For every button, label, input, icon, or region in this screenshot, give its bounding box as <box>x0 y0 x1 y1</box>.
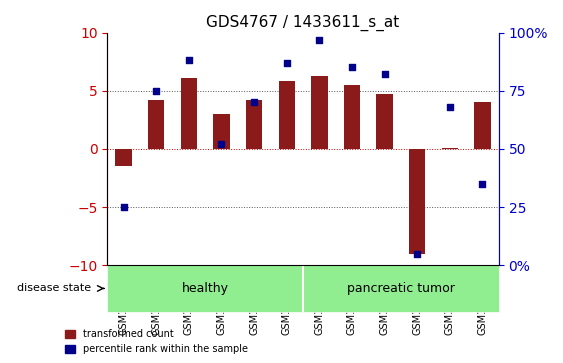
FancyBboxPatch shape <box>303 265 499 312</box>
Point <box>119 204 128 210</box>
Point <box>249 99 258 105</box>
Bar <box>344 85 360 149</box>
Bar <box>311 76 328 149</box>
Text: healthy: healthy <box>182 282 229 295</box>
Point <box>184 58 193 64</box>
Point <box>217 141 226 147</box>
Point <box>478 181 487 187</box>
Point <box>282 60 291 66</box>
Bar <box>279 81 295 149</box>
Bar <box>115 149 132 166</box>
Bar <box>148 100 164 149</box>
Bar <box>181 78 197 149</box>
Bar <box>377 94 393 149</box>
Point <box>315 37 324 42</box>
Bar <box>409 149 426 253</box>
Bar <box>246 100 262 149</box>
Bar <box>442 148 458 149</box>
FancyBboxPatch shape <box>108 265 303 312</box>
Bar <box>213 114 230 149</box>
Point <box>152 88 161 94</box>
Title: GDS4767 / 1433611_s_at: GDS4767 / 1433611_s_at <box>207 15 400 31</box>
Point <box>380 72 389 77</box>
Text: disease state: disease state <box>17 284 91 293</box>
Bar <box>474 102 490 149</box>
Legend: transformed count, percentile rank within the sample: transformed count, percentile rank withi… <box>61 326 252 358</box>
Point <box>445 104 454 110</box>
Point <box>413 250 422 256</box>
Text: pancreatic tumor: pancreatic tumor <box>347 282 455 295</box>
Point <box>347 65 356 70</box>
